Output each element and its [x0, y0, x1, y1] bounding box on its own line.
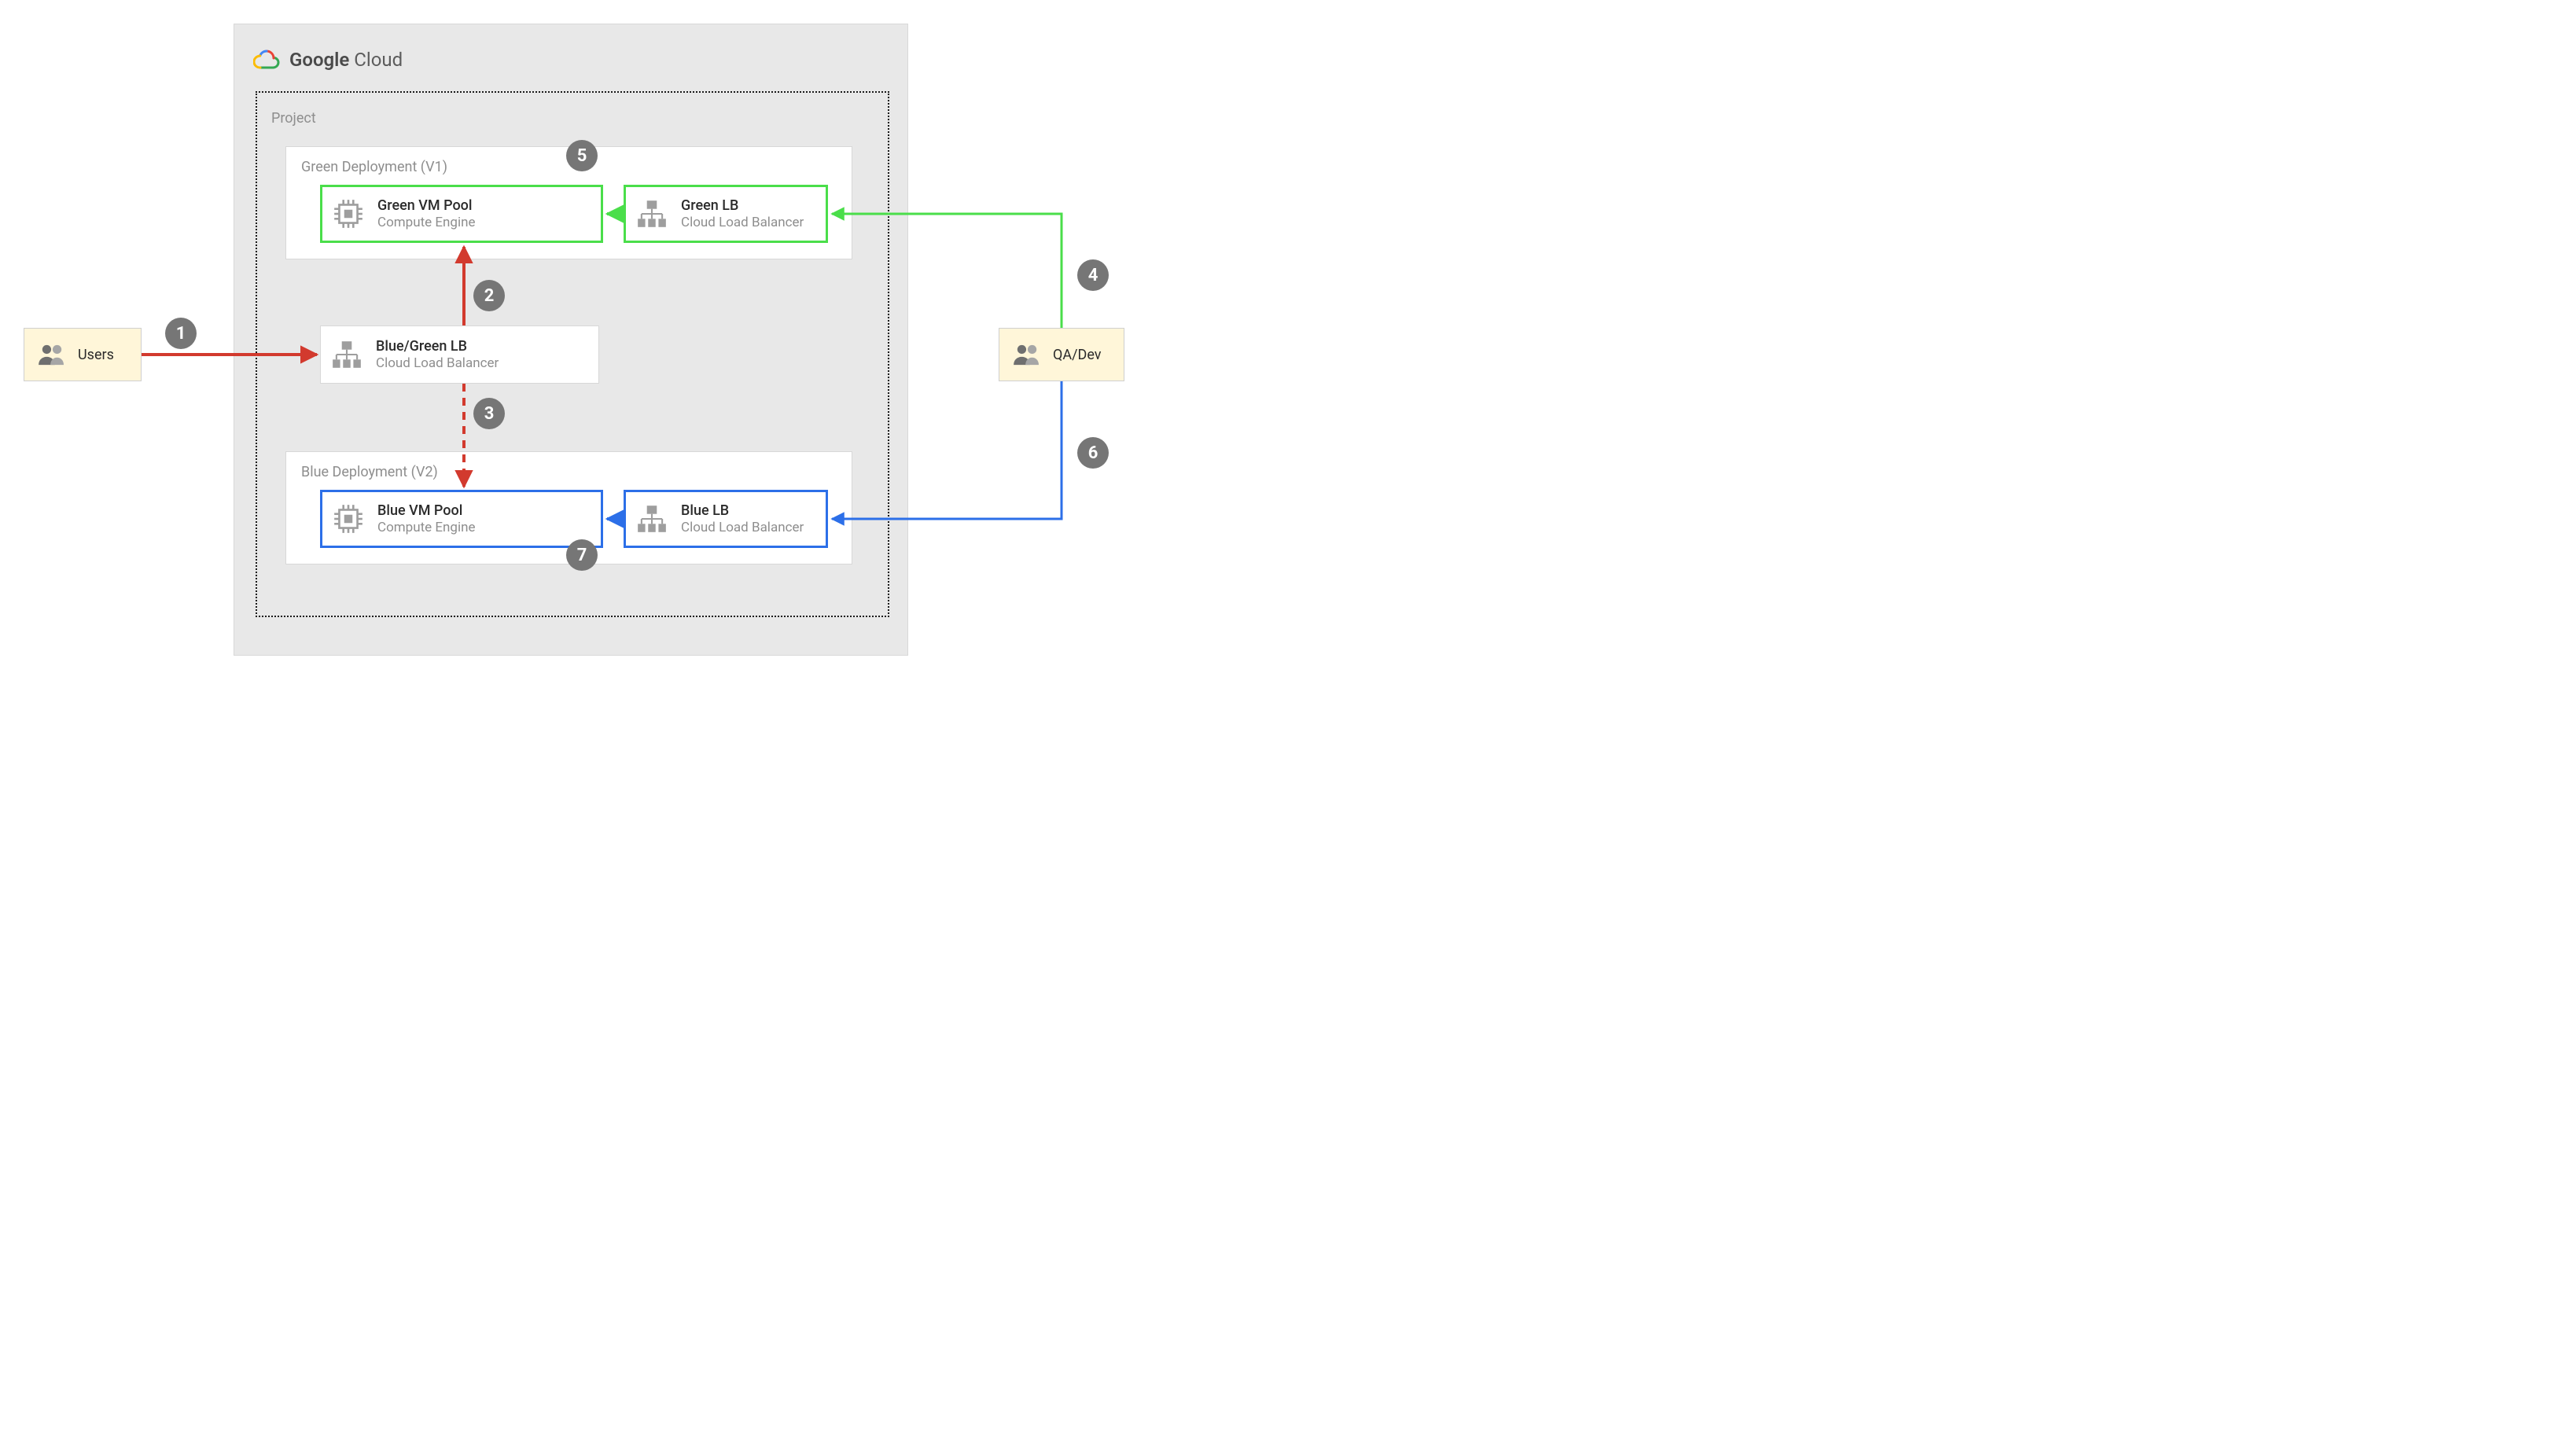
qadev-label: QA/Dev	[1053, 347, 1102, 363]
step-4: 4	[1077, 259, 1109, 291]
green-vm-title: Green VM Pool	[377, 197, 476, 215]
compute-engine-icon	[332, 197, 365, 230]
bg-lb-sub: Cloud Load Balancer	[376, 355, 499, 372]
users-label: Users	[78, 347, 114, 363]
blue-deployment-label: Blue Deployment (V2)	[301, 464, 438, 480]
step-1: 1	[165, 318, 197, 349]
blue-vm-title: Blue VM Pool	[377, 502, 476, 520]
diagram-canvas: Google Cloud Project Green Deployment (V…	[0, 0, 1218, 678]
green-deployment-label: Green Deployment (V1)	[301, 159, 447, 175]
step-6: 6	[1077, 437, 1109, 469]
users-actor: Users	[24, 328, 142, 381]
users-icon	[1012, 343, 1042, 366]
load-balancer-icon	[635, 502, 668, 535]
blue-lb-sub: Cloud Load Balancer	[681, 520, 804, 536]
load-balancer-icon	[635, 197, 668, 230]
cloud-icon	[253, 49, 280, 71]
green-lb: Green LB Cloud Load Balancer	[624, 185, 828, 243]
project-label: Project	[271, 110, 316, 127]
bg-lb-title: Blue/Green LB	[376, 338, 499, 355]
green-lb-sub: Cloud Load Balancer	[681, 215, 804, 231]
step-3: 3	[473, 398, 505, 429]
step-7: 7	[566, 539, 598, 571]
load-balancer-icon	[330, 338, 363, 371]
blue-lb: Blue LB Cloud Load Balancer	[624, 490, 828, 548]
blue-vm-pool: Blue VM Pool Compute Engine	[320, 490, 603, 548]
blue-green-lb: Blue/Green LB Cloud Load Balancer	[320, 325, 599, 384]
users-icon	[37, 343, 67, 366]
green-lb-title: Green LB	[681, 197, 804, 215]
step-2: 2	[473, 280, 505, 311]
blue-vm-sub: Compute Engine	[377, 520, 476, 536]
blue-lb-title: Blue LB	[681, 502, 804, 520]
green-vm-sub: Compute Engine	[377, 215, 476, 231]
step-5: 5	[566, 140, 598, 171]
qadev-actor: QA/Dev	[999, 328, 1124, 381]
compute-engine-icon	[332, 502, 365, 535]
google-cloud-text: Google Cloud	[289, 49, 403, 71]
google-cloud-logo: Google Cloud	[253, 49, 403, 71]
green-vm-pool: Green VM Pool Compute Engine	[320, 185, 603, 243]
